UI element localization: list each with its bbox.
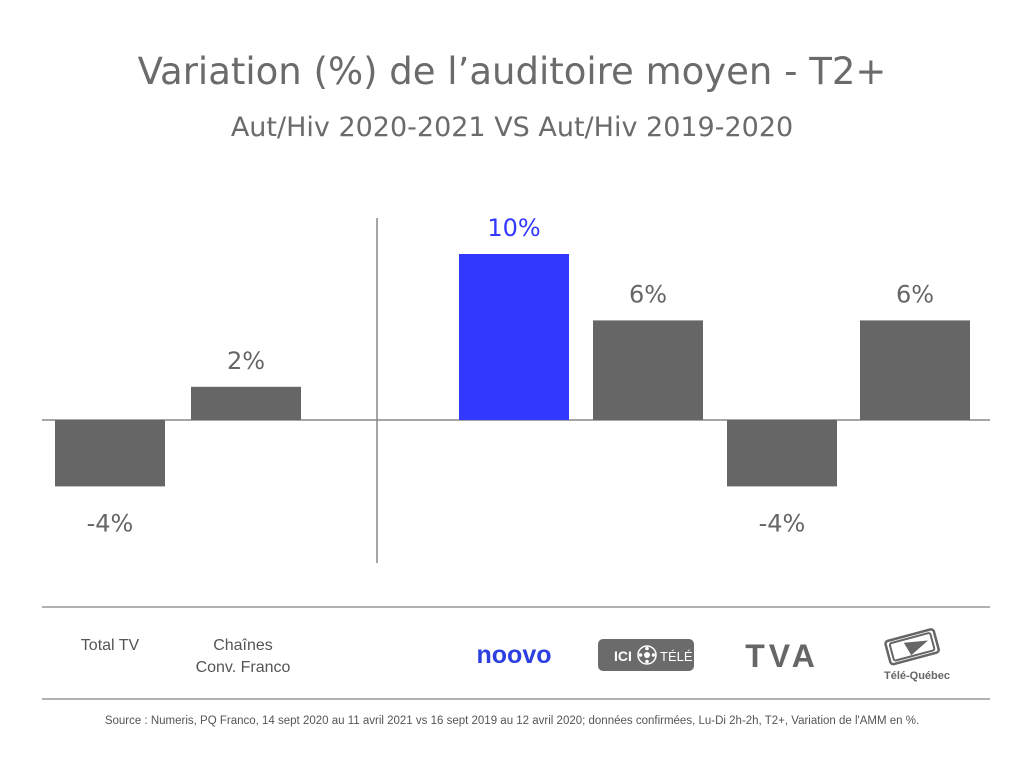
value-label-3: 10%	[487, 214, 540, 242]
tele-quebec-emblem-icon	[884, 628, 940, 666]
bar-3	[459, 254, 569, 420]
bar-2	[191, 386, 301, 420]
value-label-5: -4%	[759, 509, 806, 537]
tele-quebec-logo: Télé-Québec	[884, 628, 950, 682]
value-label-1: -4%	[87, 509, 134, 537]
value-label-4: 6%	[629, 280, 667, 308]
value-label-6: 6%	[896, 280, 934, 308]
tele-quebec-logo-text: Télé-Québec	[884, 670, 950, 682]
bars-group	[55, 254, 970, 487]
noovo-logo: noovo	[477, 641, 552, 669]
value-label-2: 2%	[227, 347, 265, 375]
bar-5	[727, 420, 837, 487]
category-label-total-tv: Total TV	[81, 637, 140, 654]
tele-logo-text: TÉLÉ	[660, 649, 693, 664]
bar-1	[55, 420, 165, 487]
source-note: Source : Numeris, PQ Franco, 14 sept 202…	[104, 715, 920, 727]
bar-4	[593, 320, 703, 420]
category-label-chaines-line1: Chaînes	[213, 637, 273, 654]
bar-6	[860, 320, 970, 420]
chart-subtitle: Aut/Hiv 2020-2021 VS Aut/Hiv 2019-2020	[230, 112, 794, 143]
ici-tele-logo: ICI TÉLÉ	[598, 639, 694, 671]
radio-canada-gem-icon	[637, 645, 657, 665]
value-labels-group: -4% 2% 10% 6% -4% 6%	[87, 214, 934, 537]
chart-title: Variation (%) de l’auditoire moyen - T2+	[137, 50, 887, 93]
ici-logo-text: ICI	[614, 648, 632, 664]
tva-logo: TVA	[745, 638, 819, 674]
category-label-chaines-line2: Conv. Franco	[196, 659, 291, 676]
